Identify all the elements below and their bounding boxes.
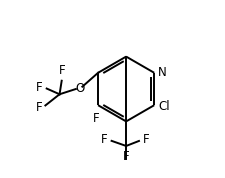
Text: Cl: Cl (157, 100, 169, 112)
Text: F: F (142, 133, 149, 146)
Text: O: O (75, 82, 84, 96)
Text: N: N (157, 66, 166, 79)
Text: F: F (35, 101, 42, 114)
Text: F: F (101, 133, 107, 146)
Text: F: F (36, 81, 43, 94)
Text: F: F (92, 112, 99, 125)
Text: F: F (122, 150, 129, 163)
Text: F: F (59, 64, 65, 77)
